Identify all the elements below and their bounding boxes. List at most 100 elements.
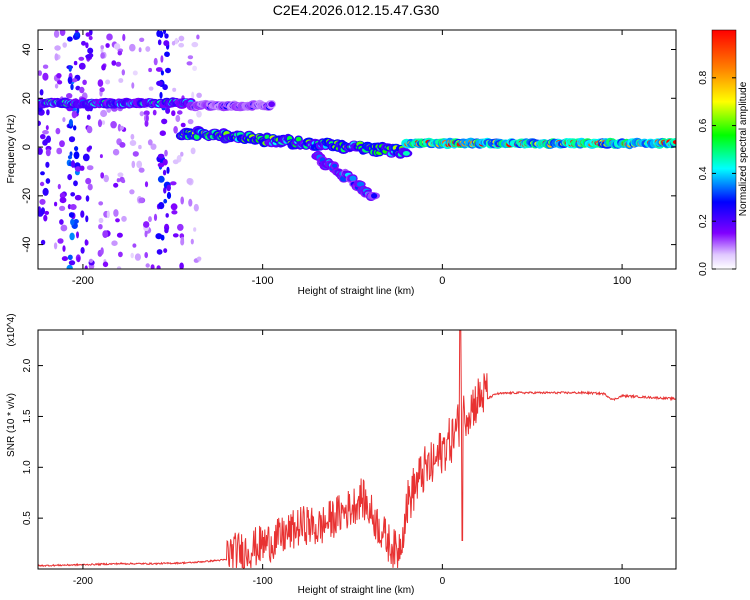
spectral-noise-blob (59, 219, 64, 225)
spectral-noise-blob (100, 52, 105, 59)
spectral-noise-blob (86, 165, 94, 171)
spectral-noise-blob (143, 110, 150, 116)
spectral-noise-blob (97, 119, 103, 128)
spectral-noise-blob (105, 43, 110, 48)
y-tick-label: 40 (21, 43, 33, 55)
spectral-noise-blob (68, 119, 73, 127)
y-tick-label: 20 (21, 92, 33, 104)
spectral-noise-blob (138, 197, 145, 203)
spectral-noise-blob (155, 233, 163, 240)
x-tick-label: 0 (439, 275, 445, 287)
spectrogram-y-label: Frequency (Hz) (6, 115, 17, 184)
spectral-noise-blob (116, 266, 122, 269)
spectral-noise-blob (71, 160, 75, 168)
spectral-noise-blob (102, 230, 109, 239)
spectral-noise-blob (152, 109, 157, 116)
spectral-noise-blob (165, 67, 171, 74)
spectral-noise-blob (130, 133, 135, 140)
spectral-noise-blob (143, 221, 150, 228)
spectral-noise-blob (129, 140, 137, 146)
colorbar: 0.0 0.2 0.4 0.6 0.8 Normalized spectral ampl… (698, 29, 749, 276)
spectral-noise-blob (70, 218, 75, 226)
spectral-noise-blob (40, 239, 46, 245)
spectral-noise-blob (99, 87, 105, 93)
spectral-noise-blob (164, 228, 169, 234)
spectral-noise-blob (45, 125, 49, 131)
spectral-noise-blob (67, 254, 73, 260)
spectral-noise-blob (81, 40, 86, 46)
spectral-noise-blob (110, 121, 117, 129)
spectral-noise-blob (85, 32, 91, 37)
spectral-noise-blob (85, 177, 92, 185)
spectral-noise-blob (39, 89, 44, 96)
spectral-noise-blob (186, 61, 193, 66)
spectral-noise-blob (45, 148, 51, 157)
colorbar-tick-label: 0.4 (698, 166, 709, 180)
spectral-noise-blob (129, 189, 135, 195)
spectral-noise-blob (190, 238, 194, 245)
snr-y-multiplier: (x10^4) (6, 313, 17, 346)
spectral-noise-blob (66, 93, 73, 99)
spectral-noise-blob (156, 80, 164, 87)
spectral-noise-blob (180, 238, 185, 246)
spectral-noise-blob (85, 54, 92, 59)
spectral-ridge-blob (264, 134, 270, 140)
spectral-noise-blob (67, 174, 73, 181)
x-tick-label: -100 (252, 275, 274, 287)
spectral-noise-blob (178, 42, 185, 48)
spectral-noise-blob (164, 33, 169, 39)
spectral-noise-blob (172, 159, 179, 165)
x-tick-label: -200 (72, 275, 94, 287)
spectral-noise-blob (67, 76, 73, 85)
colorbar-label: Normalized spectral amplitude (738, 81, 749, 216)
spectral-noise-blob (84, 239, 88, 246)
spectral-noise-blob (161, 118, 168, 125)
spectral-ridge-blob (672, 140, 676, 145)
spectral-noise-blob (62, 117, 66, 123)
spectral-noise-blob (153, 213, 158, 221)
spectral-noise-blob (79, 165, 85, 171)
spectral-noise-blob (116, 232, 123, 238)
spectral-noise-blob (148, 216, 152, 223)
spectral-noise-blob (138, 47, 142, 53)
spectral-noise-blob (118, 251, 123, 258)
spectral-noise-blob (59, 30, 66, 36)
spectral-noise-blob (39, 181, 45, 187)
spectral-noise-blob (162, 158, 168, 166)
spectrogram-x-label: Height of straight line (km) (298, 286, 415, 297)
spectral-noise-blob (54, 45, 61, 51)
spectral-noise-blob (53, 242, 58, 250)
spectral-noise-blob (115, 61, 122, 67)
spectral-noise-blob (87, 183, 93, 191)
spectral-noise-blob (157, 175, 165, 183)
spectral-noise-blob (44, 210, 50, 215)
y-tick-label: -40 (21, 237, 33, 253)
spectral-noise-blob (38, 147, 43, 155)
spectral-noise-blob (71, 78, 78, 83)
spectral-noise-blob (188, 198, 193, 207)
spectral-noise-blob (122, 33, 126, 42)
spectral-noise-blob (75, 85, 81, 91)
spectral-noise-blob (139, 111, 144, 117)
spectral-noise-blob (82, 153, 90, 162)
spectral-noise-blob (145, 114, 149, 122)
spectral-noise-blob (187, 55, 194, 60)
spectral-noise-blob (57, 80, 63, 85)
spectral-noise-blob (40, 207, 46, 215)
spectral-noise-blob (119, 142, 126, 148)
spectral-noise-blob (113, 43, 121, 50)
spectral-noise-blob (86, 114, 91, 120)
spectral-ridge-blob (349, 175, 357, 182)
spectrogram-x-ticks: -200 -100 0 100 (72, 30, 631, 287)
spectral-noise-blob (40, 134, 46, 140)
spectrogram-y-ticks: -40 -20 0 20 40 (21, 43, 676, 253)
spectral-noise-blob (166, 166, 170, 174)
spectral-noise-blob (157, 153, 165, 159)
spectral-noise-blob (116, 178, 121, 183)
spectrogram-frame (37, 29, 677, 270)
snr-series-line (38, 330, 676, 569)
spectral-noise-blob (157, 162, 165, 168)
figure-title: C2E4.2026.012.15.47.G30 (273, 2, 440, 18)
